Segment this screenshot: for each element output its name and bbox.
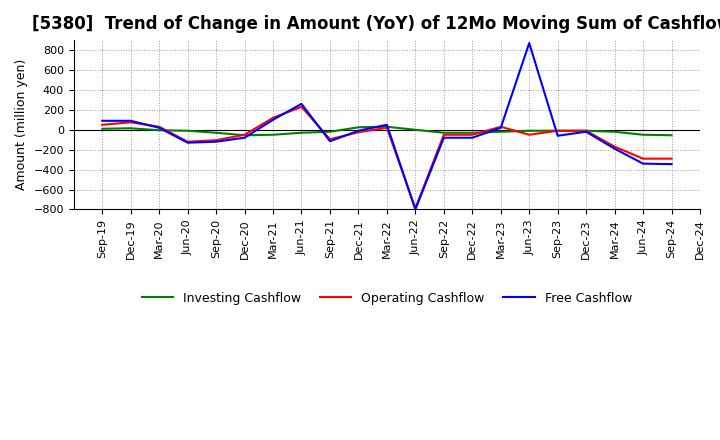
Free Cashflow [155, 125, 163, 130]
Line: Free Cashflow: Free Cashflow [102, 43, 672, 209]
Line: Operating Cashflow: Operating Cashflow [102, 107, 672, 209]
Investing Cashflow [525, 128, 534, 133]
Title: [5380]  Trend of Change in Amount (YoY) of 12Mo Moving Sum of Cashflows: [5380] Trend of Change in Amount (YoY) o… [32, 15, 720, 33]
Operating Cashflow [354, 130, 363, 135]
Operating Cashflow [468, 132, 477, 137]
Operating Cashflow [184, 139, 192, 144]
Free Cashflow [525, 40, 534, 46]
Operating Cashflow [639, 156, 647, 161]
Operating Cashflow [212, 138, 220, 143]
Investing Cashflow [582, 128, 590, 133]
Operating Cashflow [439, 132, 448, 137]
Free Cashflow [127, 118, 135, 124]
Free Cashflow [411, 207, 420, 212]
Investing Cashflow [439, 130, 448, 136]
Investing Cashflow [212, 130, 220, 136]
Free Cashflow [496, 125, 505, 130]
Investing Cashflow [611, 129, 619, 134]
Investing Cashflow [411, 127, 420, 132]
Operating Cashflow [127, 120, 135, 125]
Operating Cashflow [525, 132, 534, 137]
Y-axis label: Amount (million yen): Amount (million yen) [15, 59, 28, 191]
Investing Cashflow [184, 128, 192, 133]
Free Cashflow [354, 128, 363, 133]
Operating Cashflow [582, 128, 590, 133]
Free Cashflow [667, 161, 676, 167]
Operating Cashflow [496, 124, 505, 129]
Free Cashflow [240, 135, 249, 140]
Operating Cashflow [611, 144, 619, 149]
Operating Cashflow [325, 136, 334, 142]
Investing Cashflow [98, 126, 107, 132]
Free Cashflow [468, 135, 477, 140]
Investing Cashflow [155, 128, 163, 133]
Investing Cashflow [325, 129, 334, 134]
Investing Cashflow [554, 128, 562, 133]
Operating Cashflow [554, 128, 562, 133]
Operating Cashflow [297, 104, 306, 110]
Line: Investing Cashflow: Investing Cashflow [102, 127, 672, 135]
Free Cashflow [184, 140, 192, 145]
Operating Cashflow [382, 125, 391, 130]
Operating Cashflow [98, 122, 107, 128]
Investing Cashflow [468, 130, 477, 136]
Free Cashflow [554, 133, 562, 139]
Free Cashflow [212, 139, 220, 144]
Free Cashflow [582, 129, 590, 134]
Operating Cashflow [269, 115, 277, 121]
Investing Cashflow [496, 129, 505, 134]
Operating Cashflow [411, 206, 420, 211]
Investing Cashflow [354, 125, 363, 130]
Investing Cashflow [240, 132, 249, 138]
Operating Cashflow [667, 156, 676, 161]
Investing Cashflow [269, 132, 277, 137]
Free Cashflow [269, 117, 277, 122]
Free Cashflow [439, 135, 448, 140]
Free Cashflow [325, 139, 334, 144]
Operating Cashflow [155, 124, 163, 129]
Legend: Investing Cashflow, Operating Cashflow, Free Cashflow: Investing Cashflow, Operating Cashflow, … [137, 287, 637, 310]
Investing Cashflow [639, 132, 647, 137]
Investing Cashflow [127, 126, 135, 131]
Operating Cashflow [240, 132, 249, 137]
Investing Cashflow [297, 130, 306, 136]
Free Cashflow [98, 118, 107, 124]
Free Cashflow [297, 101, 306, 106]
Free Cashflow [382, 122, 391, 128]
Free Cashflow [639, 161, 647, 166]
Free Cashflow [611, 146, 619, 151]
Investing Cashflow [382, 124, 391, 129]
Investing Cashflow [667, 132, 676, 138]
